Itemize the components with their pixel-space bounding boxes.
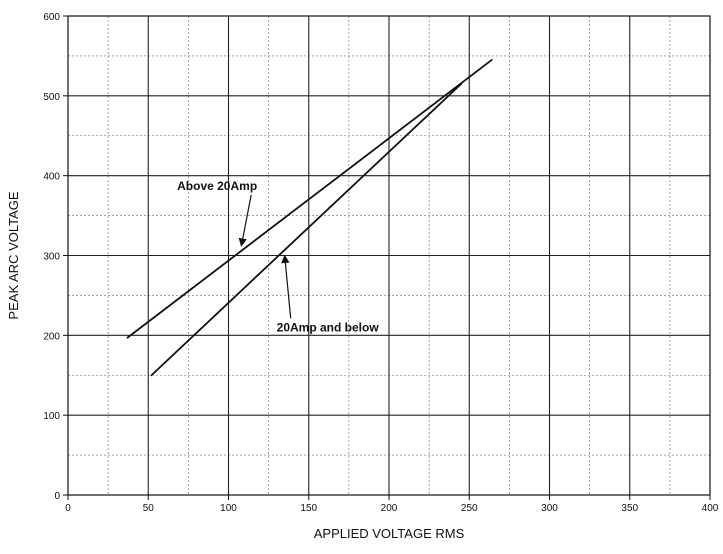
- series-line-1: [126, 59, 493, 339]
- y-tick-label: 600: [43, 12, 60, 23]
- x-tick-label: 50: [143, 503, 155, 514]
- annotation-label-1: Above 20Amp: [177, 179, 257, 193]
- x-tick-label: 300: [541, 503, 558, 514]
- y-tick-label: 300: [43, 252, 60, 263]
- x-tick-label: 250: [461, 503, 478, 514]
- y-tick-label: 100: [43, 411, 60, 422]
- y-tick-label: 500: [43, 92, 60, 103]
- series-lines: [126, 59, 493, 377]
- x-tick-label: 350: [621, 503, 638, 514]
- annotation-label-2: 20Amp and below: [277, 320, 380, 334]
- annotations: Above 20Amp 20Amp and below: [177, 179, 379, 334]
- x-axis-ticks: 0 50 100 150 200 250 300 350 400: [65, 495, 719, 514]
- x-tick-label: 100: [220, 503, 237, 514]
- x-tick-label: 150: [300, 503, 317, 514]
- y-axis-title: PEAK ARC VOLTAGE: [6, 191, 21, 319]
- y-tick-label: 400: [43, 172, 60, 183]
- y-axis-ticks: 0 100 200 300 400 500 600: [43, 12, 68, 502]
- x-tick-label: 200: [381, 503, 398, 514]
- x-axis-title: APPLIED VOLTAGE RMS: [314, 526, 465, 541]
- y-tick-label: 200: [43, 331, 60, 342]
- annotation-arrow-2: [281, 254, 292, 319]
- y-tick-label: 0: [54, 491, 60, 502]
- x-tick-label: 400: [702, 503, 719, 514]
- series-line-2: [150, 82, 463, 377]
- major-gridlines: [68, 16, 710, 495]
- x-tick-label: 0: [65, 503, 71, 514]
- annotation-arrow-1: [238, 194, 252, 247]
